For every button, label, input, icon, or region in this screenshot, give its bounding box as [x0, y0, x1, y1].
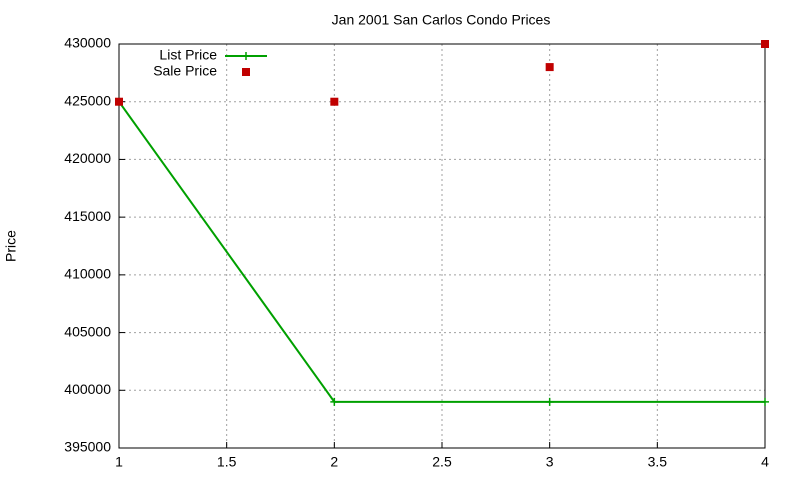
data-point [761, 40, 769, 48]
y-tick-label: 420000 [64, 150, 111, 166]
x-tick-label: 1 [115, 454, 123, 470]
x-tick-label: 4 [761, 454, 769, 470]
x-tick-label: 3 [546, 454, 554, 470]
data-point [545, 63, 554, 72]
data-point [330, 397, 339, 406]
x-tick-label: 1.5 [217, 454, 237, 470]
plot-frame [118, 43, 766, 449]
data-point [330, 97, 339, 106]
legend-marker [242, 68, 250, 76]
x-tick-label: 2.5 [432, 454, 452, 470]
x-tick-label: 3.5 [648, 454, 668, 470]
data-point [545, 397, 554, 406]
legend-label: Sale Price [153, 63, 217, 79]
data-point [115, 97, 123, 106]
legend-label: List Price [159, 47, 217, 63]
data-point [761, 397, 769, 406]
series-line [118, 101, 765, 403]
x-tick-label: 2 [330, 454, 338, 470]
y-axis-label: Price [3, 230, 19, 262]
y-tick-label: 405000 [64, 323, 111, 339]
y-tick-label: 415000 [64, 208, 111, 224]
y-tick-label: 400000 [64, 381, 111, 397]
y-tick-label: 425000 [64, 92, 111, 108]
y-tick-label: 395000 [64, 439, 111, 455]
chart-title: Jan 2001 San Carlos Condo Prices [332, 12, 551, 28]
y-tick-label: 410000 [64, 266, 111, 282]
y-tick-label: 430000 [64, 35, 111, 51]
legend-marker [242, 52, 250, 60]
